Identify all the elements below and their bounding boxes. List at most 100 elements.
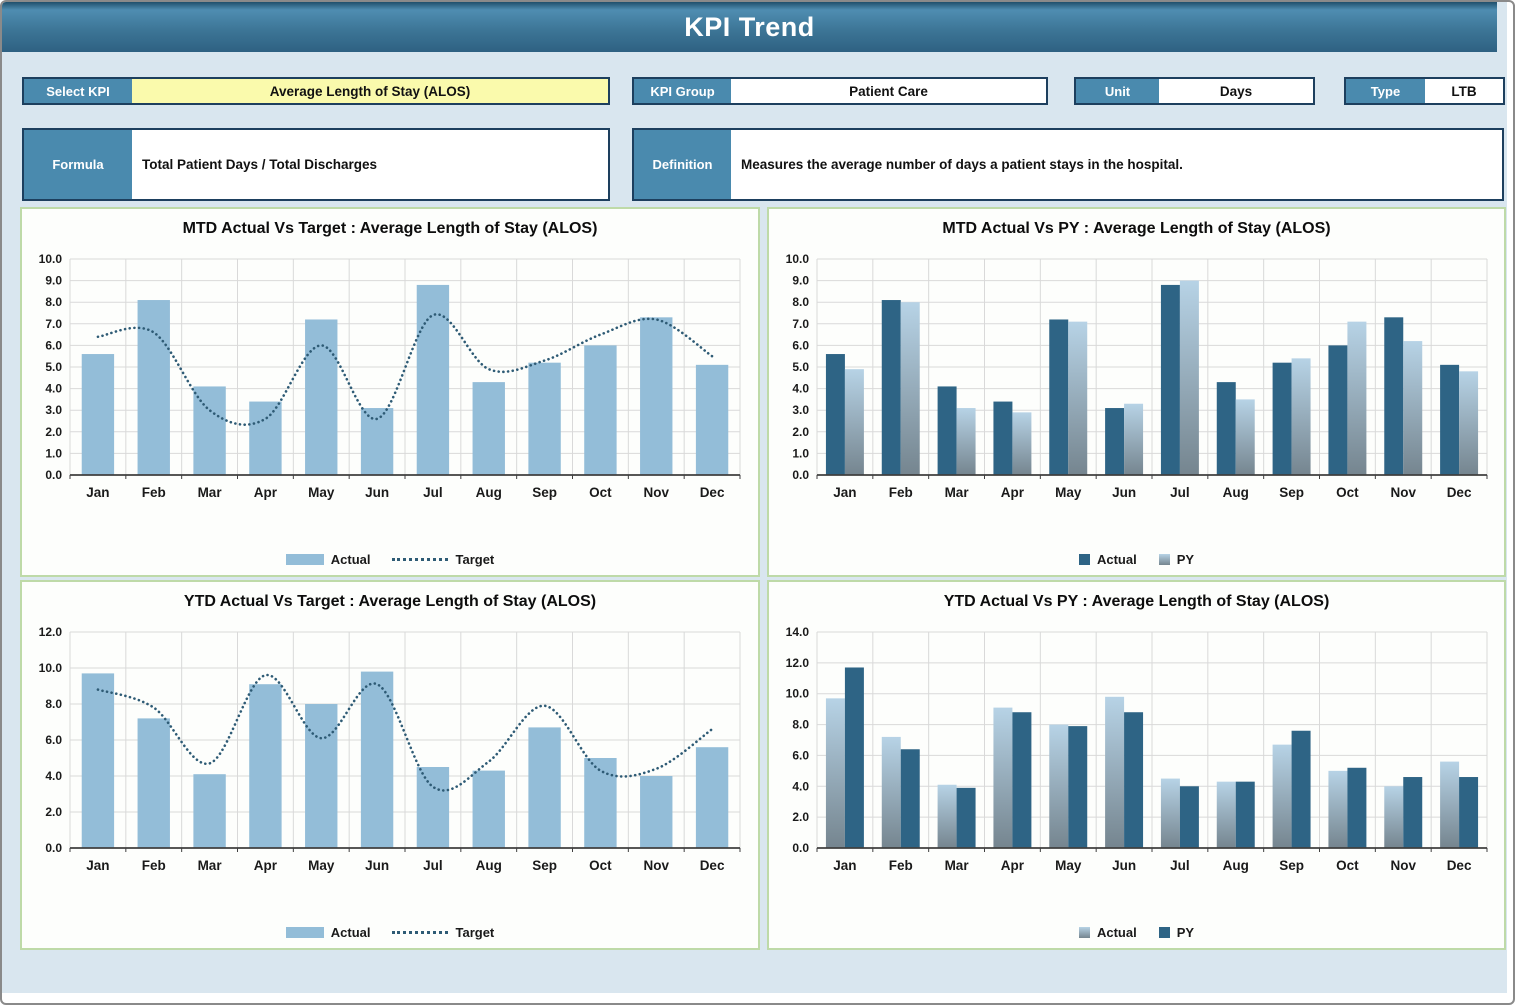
chart-canvas-ytd-py: 0.0 2.0 4.0 6.0 8.0 10.0 12.0 14.0 Jan Feb Mar Apr M…: [786, 625, 1488, 873]
bar-actual-nov: [1384, 786, 1404, 848]
axes: 0.0 1.0 2.0 3.0 4.0 5.0 6.0 7.0 8.0 9.0 10.0 Jan Feb…: [39, 252, 741, 500]
x-tick-label: Mar: [198, 858, 223, 873]
y-tick-label: 4.0: [792, 779, 809, 793]
bar-actual-may: [1049, 724, 1069, 848]
bar-actual-feb: [881, 300, 901, 475]
bar-actual-apr: [249, 401, 282, 475]
x-tick-label: Feb: [889, 858, 913, 873]
bar-py-nov: [1403, 777, 1423, 848]
x-tick-label: Mar: [198, 485, 223, 500]
y-tick-label: 14.0: [786, 625, 810, 639]
bar-py-jan: [844, 369, 864, 475]
kpi-group-field: KPI Group Patient Care: [632, 77, 1048, 105]
x-tick-label: Jun: [365, 858, 389, 873]
legend-label: Actual: [330, 552, 371, 567]
bar-actual-nov: [640, 776, 673, 848]
x-tick-label: Oct: [589, 485, 612, 500]
bar-series: [81, 671, 729, 848]
y-tick-label: 2.0: [792, 425, 809, 439]
chart-canvas-mtd-py: 0.0 1.0 2.0 3.0 4.0 5.0 6.0 7.0 8.0 9.0 10.0 Jan Feb…: [786, 252, 1488, 500]
y-tick-label: 2.0: [792, 810, 809, 824]
unit-label: Unit: [1076, 79, 1159, 103]
x-tick-label: Apr: [1001, 485, 1025, 500]
bar-actual-oct: [1328, 770, 1348, 848]
bar-actual-oct: [584, 345, 617, 475]
bar-py-feb: [900, 302, 920, 475]
panel-ytd-actual-vs-target: YTD Actual Vs Target : Average Length of…: [20, 580, 760, 950]
bar-actual-jun: [1105, 696, 1125, 848]
bar-actual-aug: [1216, 382, 1236, 475]
chart-title: MTD Actual Vs PY : Average Length of Sta…: [942, 220, 1331, 237]
unit-field: Unit Days: [1074, 77, 1315, 105]
y-tick-label: 8.0: [45, 295, 62, 309]
x-tick-label: Jan: [833, 858, 856, 873]
bar-actual-jul: [416, 284, 450, 475]
bar-actual-jun: [1105, 408, 1125, 475]
legend-label: PY: [1176, 552, 1195, 567]
y-tick-label: 9.0: [45, 274, 62, 288]
target-line: [96, 673, 714, 792]
bar-py-feb: [900, 749, 920, 848]
bar-py-oct: [1347, 767, 1367, 848]
bar-actual-aug: [472, 382, 505, 475]
chart-legend: Actual PY: [769, 925, 1504, 940]
dashboard-sheet: KPI Trend Select KPI Average Length of S…: [2, 2, 1507, 993]
bar-py-dec: [1459, 777, 1479, 848]
legend-item-py: PY: [1158, 552, 1195, 567]
x-tick-label: Sep: [1279, 485, 1304, 500]
y-tick-label: 10.0: [786, 687, 810, 701]
y-tick-label: 0.0: [792, 468, 809, 482]
legend-swatch-dotted: [392, 558, 449, 561]
bar-actual-jan: [825, 698, 845, 848]
x-tick-label: Nov: [1390, 858, 1416, 873]
bar-py-apr: [1012, 412, 1032, 475]
bar-actual-apr: [993, 707, 1013, 848]
unit-value: Days: [1159, 79, 1313, 103]
bar-py-oct: [1347, 321, 1367, 475]
select-kpi-value[interactable]: Average Length of Stay (ALOS): [132, 79, 608, 103]
legend-swatch-dotted: [392, 931, 449, 934]
y-tick-label: 3.0: [792, 403, 809, 417]
legend-label: Actual: [330, 925, 371, 940]
x-tick-label: Sep: [1279, 858, 1304, 873]
bar-actual-sep: [1272, 744, 1292, 848]
legend-item-py: PY: [1158, 925, 1194, 940]
target-line: [96, 313, 714, 426]
legend-swatch: [1078, 554, 1090, 565]
bar-actual-apr: [993, 401, 1013, 475]
y-tick-label: 8.0: [792, 718, 809, 732]
y-tick-label: 7.0: [45, 317, 62, 331]
x-tick-label: May: [1055, 485, 1082, 500]
x-tick-label: Aug: [1223, 485, 1249, 500]
bar-actual-sep: [528, 727, 561, 848]
legend-swatch: [1158, 927, 1170, 938]
bar-actual-may: [305, 319, 338, 475]
definition-value: Measures the average number of days a pa…: [731, 130, 1502, 199]
x-tick-label: Oct: [589, 858, 612, 873]
x-tick-label: Nov: [1390, 485, 1416, 500]
y-tick-label: 4.0: [45, 382, 62, 396]
chart-legend: Actual Target: [22, 552, 758, 567]
legend-label: Target: [455, 552, 495, 567]
bar-actual-dec: [695, 364, 729, 475]
x-tick-label: May: [1055, 858, 1082, 873]
type-label: Type: [1346, 79, 1425, 103]
y-tick-label: 1.0: [45, 446, 62, 460]
legend-swatch: [1078, 927, 1090, 938]
x-tick-label: Dec: [1447, 858, 1472, 873]
legend-item-actual: Actual: [1078, 925, 1137, 940]
y-tick-label: 2.0: [45, 805, 62, 819]
bar-py-aug: [1235, 781, 1255, 848]
bar-actual-feb: [137, 718, 170, 848]
legend-swatch: [1158, 554, 1170, 565]
bar-actual-sep: [528, 362, 561, 475]
x-tick-label: Feb: [142, 858, 166, 873]
y-tick-label: 3.0: [45, 403, 62, 417]
bar-actual-nov: [1384, 317, 1404, 475]
bar-actual-aug: [1216, 781, 1236, 848]
bar-actual-sep: [1272, 362, 1292, 475]
y-tick-label: 12.0: [786, 656, 810, 670]
x-tick-label: Nov: [643, 485, 669, 500]
chart-legend: Actual PY: [769, 552, 1504, 567]
bar-actual-mar: [193, 774, 226, 848]
